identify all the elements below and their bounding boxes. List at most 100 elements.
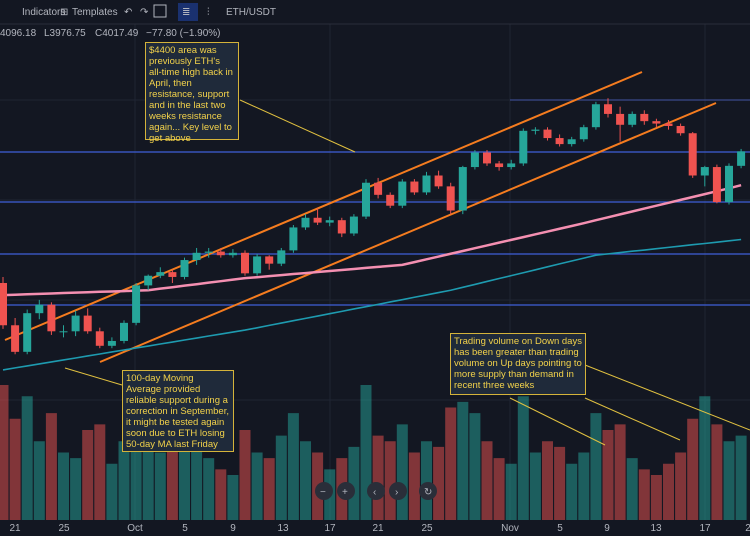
volume-bar xyxy=(58,452,69,520)
volume-bar xyxy=(94,424,106,520)
volume-bar xyxy=(215,469,227,520)
volume-bar xyxy=(154,452,166,520)
candle-body xyxy=(434,175,443,187)
moving-averages xyxy=(2,183,742,371)
chart-type[interactable] xyxy=(178,3,198,21)
volume-bar xyxy=(445,407,457,520)
candle-body xyxy=(23,313,32,352)
undo[interactable]: ↶ xyxy=(124,7,132,18)
candle-body xyxy=(725,165,733,203)
volume-bar xyxy=(275,435,287,520)
candle-body xyxy=(555,138,564,145)
scroll-right[interactable] xyxy=(389,482,407,500)
volume-bar xyxy=(263,458,275,520)
x-axis-bg xyxy=(0,520,750,536)
annotation: Trading volume on Down days has been gre… xyxy=(450,333,586,395)
x-tick-label: 25 xyxy=(421,523,433,534)
candle-body xyxy=(228,252,237,256)
volume xyxy=(0,385,747,520)
volume-bar xyxy=(360,385,372,520)
x-tick-label: 13 xyxy=(277,523,289,534)
indicators-button[interactable]: Indicators xyxy=(22,7,65,18)
toolbar xyxy=(0,0,750,24)
candle-body xyxy=(507,163,516,168)
candle-body xyxy=(301,217,310,228)
note-connectors xyxy=(64,99,750,446)
candle-body xyxy=(458,167,467,211)
x-tick-label: 13 xyxy=(650,523,662,534)
candle-body xyxy=(579,127,588,140)
zoom-in[interactable] xyxy=(337,482,355,500)
scroll-left[interactable] xyxy=(367,482,385,500)
zoom-controls: − + ‹ › ↻ xyxy=(315,482,437,500)
candle-body xyxy=(712,167,721,203)
candle-body xyxy=(265,256,274,264)
volume-bar xyxy=(106,463,118,520)
zoom-out[interactable] xyxy=(315,482,333,500)
x-tick-label: 17 xyxy=(324,523,336,534)
volume-bar xyxy=(711,424,723,520)
volume-bar xyxy=(300,441,311,520)
volume-bar xyxy=(481,441,493,520)
ohlc-low: L3976.75 xyxy=(44,28,86,39)
ohlc-close: C4017.49 xyxy=(95,28,139,39)
candle-body xyxy=(156,272,165,276)
x-tick-label: 21 xyxy=(9,523,21,534)
candle-body xyxy=(737,151,746,166)
volume-bar xyxy=(687,418,699,520)
chart-type-icon: ≣ xyxy=(182,7,190,18)
candle-body xyxy=(313,217,322,223)
volume-bar xyxy=(542,441,553,520)
candle-body xyxy=(422,175,431,193)
templates-icon: ⊞ xyxy=(60,7,68,18)
x-tick-label: 17 xyxy=(699,523,711,534)
volume-bar xyxy=(578,452,590,520)
redo[interactable]: ↷ xyxy=(140,7,149,18)
candles xyxy=(0,98,746,355)
volume-bar xyxy=(82,430,94,520)
volume-bar xyxy=(433,446,445,520)
volume-bar xyxy=(735,435,747,520)
volume-bar xyxy=(590,413,602,520)
volume-bar xyxy=(493,458,505,520)
candle-body xyxy=(495,163,504,168)
candle-body xyxy=(628,113,637,125)
volume-bar xyxy=(227,475,239,520)
reset[interactable] xyxy=(419,482,437,500)
candle-body xyxy=(664,123,673,126)
volume-bar xyxy=(191,446,203,520)
volume-bar xyxy=(396,424,408,520)
levels xyxy=(0,99,750,306)
candle-body xyxy=(168,272,177,277)
volume-bar xyxy=(675,452,687,520)
candle-body xyxy=(470,152,479,168)
x-tick-label: 9 xyxy=(604,523,610,534)
candle-body xyxy=(337,220,346,234)
fullscreen[interactable] xyxy=(153,4,167,18)
channel xyxy=(4,71,717,363)
volume-bar xyxy=(33,441,45,520)
candle-body xyxy=(0,282,7,326)
candle-body xyxy=(71,315,80,332)
candle-body xyxy=(241,252,249,274)
volume-bar xyxy=(699,396,711,520)
templates-button[interactable]: Templates xyxy=(72,7,118,18)
volume-bar xyxy=(614,424,626,520)
candle-body xyxy=(374,182,383,195)
candle-body xyxy=(107,340,116,346)
candle-body xyxy=(676,125,685,134)
candle-body xyxy=(132,285,141,323)
x-tick-label: 5 xyxy=(182,523,188,534)
candle-body xyxy=(483,152,491,164)
x-tick-label: 5 xyxy=(557,523,563,534)
x-axis: 21 25 Oct 5 9 13 17 21 25 Nov 5 9 13 17 2 xyxy=(0,520,750,536)
volume-bar xyxy=(203,458,215,520)
candle-body xyxy=(567,139,576,145)
volume-bar xyxy=(130,396,142,520)
candle-body xyxy=(700,167,709,176)
volume-bar xyxy=(45,413,57,520)
symbol[interactable]: ETH/USDT xyxy=(226,7,276,18)
candle-body xyxy=(192,252,201,261)
volume-bar xyxy=(457,401,469,520)
volume-bar xyxy=(348,446,360,520)
